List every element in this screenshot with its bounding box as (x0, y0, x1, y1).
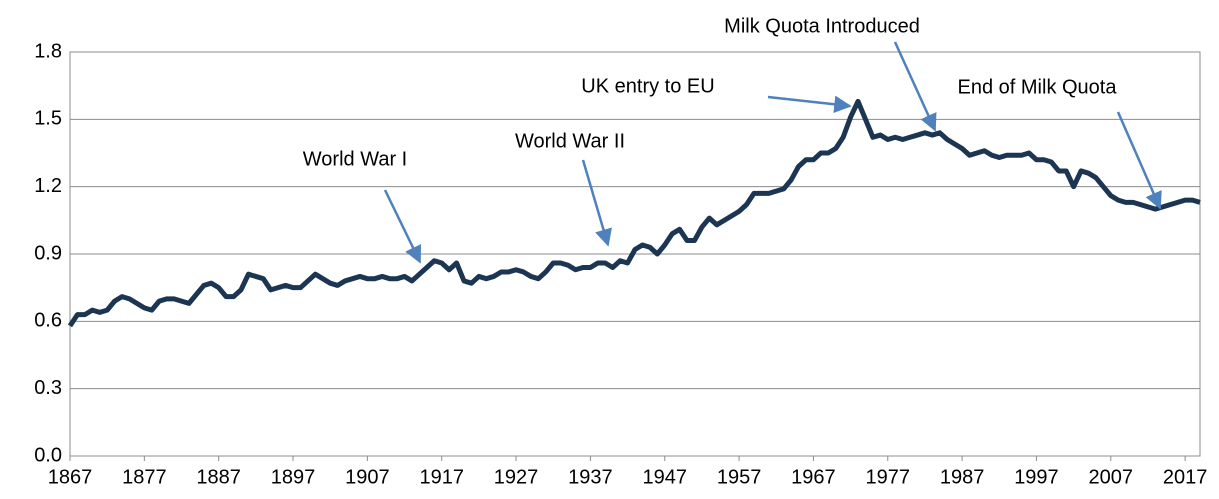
y-tick-label: 0.3 (34, 377, 62, 399)
annotation: Milk Quota Introduced (724, 15, 920, 37)
y-tick-label: 1.5 (34, 108, 62, 130)
x-tick-label: 1907 (345, 466, 390, 488)
x-tick-label: 1937 (568, 466, 613, 488)
annotation: End of Milk Quota (958, 76, 1118, 98)
x-tick-label: 2007 (1089, 466, 1134, 488)
annotation-bg (490, 128, 650, 156)
annotation-bg (684, 13, 960, 41)
annotation-bg (924, 74, 1150, 102)
data-line (67, 98, 1201, 328)
y-tick-label: 1.8 (34, 40, 62, 62)
annotation-arrow (893, 41, 937, 132)
y-tick-label: 0.9 (34, 242, 62, 264)
annotation-bg (280, 146, 430, 174)
y-tick-label: 0.0 (34, 444, 62, 466)
annotation: World War I (303, 148, 407, 170)
x-tick-label: 1987 (940, 466, 985, 488)
y-tick-label: 0.6 (34, 310, 62, 332)
x-tick-label: 1947 (642, 466, 687, 488)
annotation-arrow (581, 159, 612, 247)
x-tick-label: 1967 (791, 466, 836, 488)
x-tick-label: 1957 (717, 466, 762, 488)
x-tick-label: 1877 (122, 466, 167, 488)
y-tick-label: 1.2 (34, 175, 62, 197)
x-tick-label: 1917 (419, 466, 464, 488)
x-tick-label: 2017 (1163, 466, 1208, 488)
x-tick-label: 1977 (866, 466, 911, 488)
annotation-arrow (1116, 111, 1162, 210)
annotation: World War II (515, 130, 625, 152)
x-tick-label: 1997 (1014, 466, 1059, 488)
annotation: UK entry to EU (581, 75, 714, 97)
x-tick-label: 1887 (196, 466, 241, 488)
annotation-arrow (383, 189, 422, 264)
annotation-bg (555, 73, 741, 101)
annotation-arrow (767, 95, 852, 113)
x-tick-label: 1867 (48, 466, 93, 488)
x-tick-label: 1897 (271, 466, 316, 488)
x-tick-label: 1927 (494, 466, 539, 488)
plot-border (69, 51, 1201, 457)
